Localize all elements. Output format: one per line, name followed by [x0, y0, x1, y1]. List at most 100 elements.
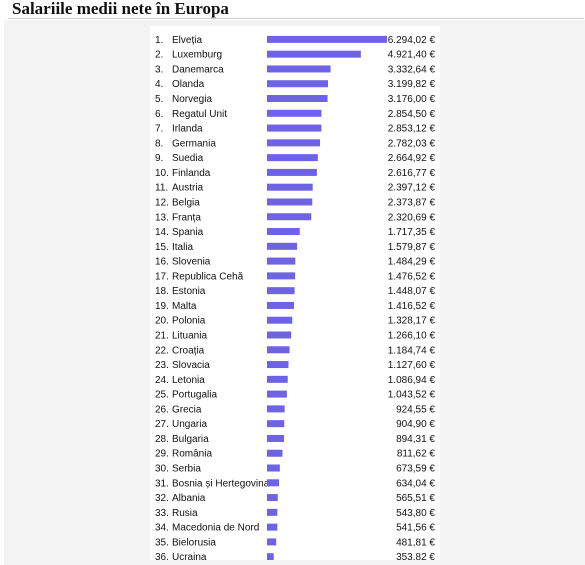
value-label: 1.416,52 €	[388, 301, 436, 312]
rank-label: 12.	[155, 197, 169, 208]
rank-label: 33.	[155, 508, 169, 519]
value-label: 2.616,77 €	[388, 168, 436, 179]
country-label: Olanda	[172, 79, 205, 90]
country-label: Serbia	[172, 464, 201, 475]
salary-bar	[267, 434, 285, 442]
country-label: Polonia	[172, 316, 206, 327]
value-label: 3.332,64 €	[388, 64, 436, 75]
country-label: Portugalia	[172, 390, 217, 401]
salary-bar	[267, 405, 285, 413]
country-label: Spania	[172, 227, 204, 238]
country-label: Republica Cehă	[172, 271, 244, 282]
salary-bar	[267, 213, 312, 221]
country-label: Letonia	[172, 375, 205, 386]
value-label: 894,31 €	[396, 434, 435, 445]
country-label: Luxemburg	[172, 50, 222, 61]
country-label: Lituania	[172, 330, 207, 341]
country-label: Bielorusia	[172, 537, 216, 548]
rank-label: 31.	[155, 478, 169, 489]
salary-bar	[267, 183, 313, 191]
value-label: 1.266,10 €	[388, 330, 436, 341]
value-label: 1.043,52 €	[388, 390, 436, 401]
value-label: 4.921,40 €	[388, 50, 436, 61]
value-label: 811,62 €	[397, 449, 436, 460]
country-label: Germania	[172, 138, 216, 149]
salary-bar	[267, 154, 318, 162]
value-label: 1.717,35 €	[388, 227, 436, 238]
rank-label: 2.	[155, 50, 163, 61]
rank-label: 6.	[155, 109, 163, 120]
value-label: 2.373,87 €	[388, 197, 436, 208]
rank-label: 8.	[155, 138, 163, 149]
rank-label: 17.	[155, 271, 169, 282]
salary-bar	[267, 257, 296, 265]
salary-bar	[267, 316, 293, 324]
value-label: 1.448,07 €	[388, 286, 436, 297]
salary-bar	[267, 523, 278, 531]
salary-bar	[267, 65, 331, 73]
salary-bar	[267, 35, 387, 43]
value-label: 2.664,92 €	[388, 153, 436, 164]
rank-label: 30.	[155, 464, 169, 475]
country-label: Austria	[172, 183, 204, 194]
rank-label: 36.	[155, 552, 169, 560]
rank-label: 5.	[155, 94, 163, 105]
salary-bar	[267, 494, 278, 502]
value-label: 1.127,60 €	[388, 360, 436, 371]
chart-svg: 1. Elveția 6.294,02 € 2. Luxemburg 4.921,40 €…	[155, 35, 436, 560]
rank-label: 32.	[155, 493, 169, 504]
country-label: Grecia	[172, 404, 202, 415]
salary-bar	[267, 361, 289, 369]
salary-bar	[267, 109, 322, 117]
salary-bar	[267, 331, 292, 339]
rank-label: 27.	[155, 419, 169, 430]
value-label: 565,51 €	[396, 493, 435, 504]
country-label: Slovacia	[172, 360, 210, 371]
value-label: 3.199,82 €	[388, 79, 436, 90]
country-label: Albania	[172, 493, 206, 504]
rank-label: 28.	[155, 434, 169, 445]
salary-bar	[267, 449, 283, 457]
page-title: Salariile medii nete în Europa	[12, 0, 229, 18]
country-label: Suedia	[172, 153, 204, 164]
value-label: 1.184,74 €	[388, 345, 436, 356]
rank-label: 34.	[155, 523, 169, 534]
value-label: 2.782,03 €	[388, 138, 436, 149]
salary-bar	[267, 228, 300, 236]
salary-bar	[267, 390, 287, 398]
value-label: 904,90 €	[396, 419, 435, 430]
rank-label: 19.	[155, 301, 169, 312]
country-label: Macedonia de Nord	[172, 523, 259, 534]
salary-bar	[267, 168, 317, 176]
country-label: Belgia	[172, 197, 200, 208]
salary-bar	[267, 139, 321, 147]
rank-label: 7.	[155, 124, 163, 135]
country-label: Ucraina	[172, 552, 207, 560]
salary-bar	[267, 124, 322, 132]
value-label: 1.579,87 €	[388, 242, 436, 253]
value-label: 541,56 €	[396, 523, 435, 534]
salary-bar	[267, 301, 295, 309]
value-label: 1.484,29 €	[388, 257, 436, 268]
rank-label: 26.	[155, 404, 169, 415]
salary-bar	[267, 272, 296, 280]
salary-bar	[267, 95, 328, 103]
country-label: Norvegia	[172, 94, 212, 105]
rank-label: 23.	[155, 360, 169, 371]
rank-label: 9.	[155, 153, 163, 164]
salary-bar	[267, 508, 278, 516]
rank-label: 20.	[155, 316, 169, 327]
country-label: Rusia	[172, 508, 198, 519]
value-label: 353,82 €	[396, 552, 435, 560]
salary-bar	[267, 538, 277, 546]
salary-bar	[267, 375, 288, 383]
country-label: Croația	[172, 345, 205, 356]
salary-bar	[267, 420, 285, 428]
rank-label: 3.	[155, 64, 163, 75]
rank-label: 18.	[155, 286, 169, 297]
rank-label: 10.	[155, 168, 169, 179]
salary-bar	[267, 242, 298, 250]
country-label: Slovenia	[172, 257, 211, 268]
value-label: 2.320,69 €	[388, 212, 436, 223]
salary-bar	[267, 287, 295, 295]
